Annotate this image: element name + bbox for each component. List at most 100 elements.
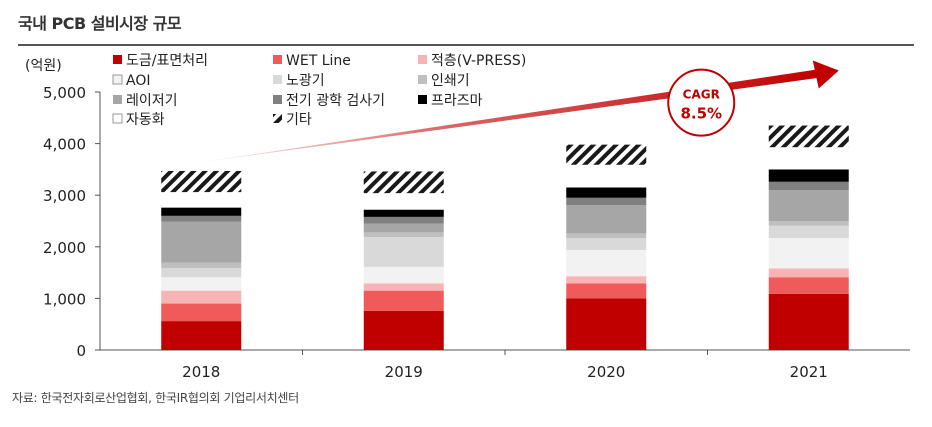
bar-segment xyxy=(161,207,242,216)
legend-item: 프라즈마 xyxy=(418,93,483,109)
bar-segment xyxy=(363,223,444,233)
legend-label: 레이저기 xyxy=(126,93,178,109)
bar-segment xyxy=(161,303,242,322)
legend-label: 자동화 xyxy=(126,112,165,128)
bar-segment xyxy=(566,276,647,284)
legend-label: 기타 xyxy=(286,112,312,128)
cagr-value: 8.5% xyxy=(680,105,722,123)
legend-item: 자동화 xyxy=(112,112,165,128)
legend-swatch xyxy=(273,55,282,64)
legend-label: 전기 광학 검사기 xyxy=(286,93,385,109)
legend-item: 전기 광학 검사기 xyxy=(273,93,385,109)
bar-segment xyxy=(566,164,647,188)
bar-segment xyxy=(161,192,242,208)
bar-segment xyxy=(768,147,849,170)
legend-swatch xyxy=(418,55,427,64)
cagr-trend: CAGR 8.5% xyxy=(196,60,839,163)
bar-segment xyxy=(363,209,444,217)
cagr-badge xyxy=(667,68,736,137)
legend-label: 노광기 xyxy=(286,73,325,89)
cagr-arrow-body xyxy=(196,69,821,163)
bar-segment xyxy=(363,193,444,210)
y-axis-label: (억원) xyxy=(25,58,62,74)
bar-segment xyxy=(161,290,242,304)
bar-segment xyxy=(768,293,849,350)
legend-swatch xyxy=(113,55,122,64)
legend-label: 도금/표면처리 xyxy=(126,53,208,69)
bar-segment xyxy=(363,232,444,237)
stacked-bar-chart: (억원) 0 1,000 2,000 3,000 4,000 5,000 2018 2019 2… xyxy=(25,53,910,381)
bar-segment xyxy=(768,268,849,278)
bar-segment xyxy=(768,238,849,269)
bar-segment xyxy=(566,283,647,299)
bar-segment xyxy=(161,277,242,291)
bar-segment xyxy=(768,181,849,191)
bar-segment xyxy=(363,283,444,291)
title-divider xyxy=(18,44,914,46)
bar-stack xyxy=(363,171,444,350)
bar-stack xyxy=(161,170,242,350)
legend-label: 적층(V-PRESS) xyxy=(431,53,526,69)
cagr-arrow-head xyxy=(812,60,839,89)
source-note: 자료: 한국전자회로산업협회, 한국IR협의회 기업리서치센터 xyxy=(12,391,299,405)
bar-segment xyxy=(768,277,849,294)
legend-item: 노광기 xyxy=(273,73,325,89)
legend-swatch xyxy=(273,75,282,84)
bar-segment xyxy=(566,238,647,250)
bar-segment xyxy=(566,144,647,165)
bar-segment xyxy=(161,170,242,193)
bar-segment xyxy=(768,125,849,148)
legend-swatch xyxy=(113,95,122,104)
x-tick-label: 2019 xyxy=(385,363,423,381)
legend-swatch xyxy=(112,113,123,124)
legend-swatch xyxy=(273,114,282,123)
legend-item: 적층(V-PRESS) xyxy=(418,53,526,69)
legend-swatch xyxy=(418,95,427,104)
legend-item: 레이저기 xyxy=(113,93,178,109)
bar-segment xyxy=(161,321,242,350)
legend-swatch xyxy=(418,75,427,84)
legend-item: AOI xyxy=(112,73,150,89)
x-tick-label: 2020 xyxy=(587,363,625,381)
bar-segment xyxy=(566,249,647,277)
legend-item: WET Line xyxy=(273,53,351,69)
legend-label: 인쇄기 xyxy=(431,73,470,89)
bar-segment xyxy=(566,298,647,350)
bar-stack xyxy=(566,144,647,350)
y-tick-label: 2,000 xyxy=(43,239,86,257)
y-tick-label: 1,000 xyxy=(43,290,86,308)
bars xyxy=(161,125,849,350)
legend-label: AOI xyxy=(126,73,150,89)
y-tick-label: 0 xyxy=(76,342,86,360)
legend-label: 프라즈마 xyxy=(431,93,483,109)
bar-segment xyxy=(768,169,849,182)
axes: 0 1,000 2,000 3,000 4,000 5,000 2018 2019 2020 20… xyxy=(43,84,910,381)
bar-segment xyxy=(768,190,849,221)
bar-stack xyxy=(768,125,849,350)
bar-segment xyxy=(363,266,444,284)
bar-segment xyxy=(363,171,444,194)
x-tick-label: 2021 xyxy=(790,363,828,381)
bar-segment xyxy=(566,233,647,239)
cagr-label: CAGR xyxy=(683,88,720,102)
bar-segment xyxy=(161,262,242,268)
bar-segment xyxy=(363,310,444,350)
chart-title: 국내 PCB 설비시장 규모 xyxy=(18,14,182,33)
x-tick-label: 2018 xyxy=(182,363,220,381)
y-tick-label: 4,000 xyxy=(43,136,86,154)
bar-segment xyxy=(161,215,242,222)
legend-swatch xyxy=(273,95,282,104)
bar-segment xyxy=(161,221,242,263)
bar-segment xyxy=(566,187,647,198)
legend-item: 도금/표면처리 xyxy=(113,53,208,69)
y-tick-label: 3,000 xyxy=(43,187,86,205)
bar-segment xyxy=(363,290,444,311)
y-tick-label: 5,000 xyxy=(43,84,86,102)
bar-segment xyxy=(768,221,849,226)
legend-item: 인쇄기 xyxy=(418,73,470,89)
legend-swatch xyxy=(112,74,123,85)
bar-segment xyxy=(161,267,242,278)
legend-label: WET Line xyxy=(286,53,351,69)
